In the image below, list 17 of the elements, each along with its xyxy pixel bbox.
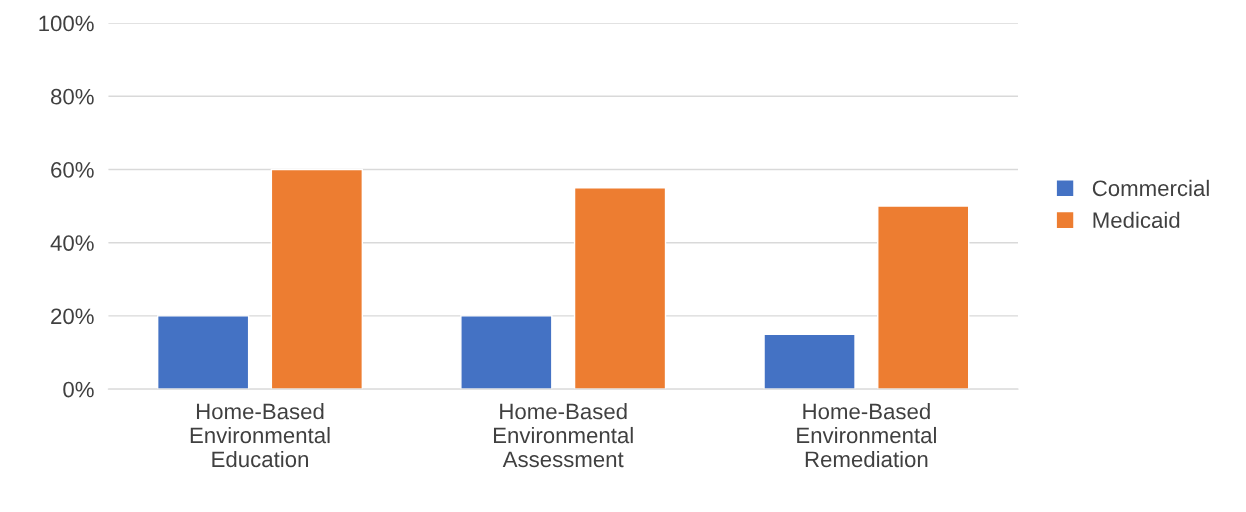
x-tick-label: Home-Based Environmental Assessment — [494, 403, 633, 468]
bar — [763, 333, 856, 390]
y-tick-label: 80% — [51, 88, 94, 105]
x-tick-label: Home-Based Environmental Remediation — [797, 403, 936, 468]
legend-label: Commercial — [1092, 179, 1209, 197]
bar — [573, 187, 667, 390]
bar — [270, 168, 364, 390]
bar — [156, 315, 250, 390]
bar — [460, 315, 553, 390]
legend-label: Medicaid — [1093, 211, 1180, 229]
x-tick-label: Home-Based Environmental Education — [190, 403, 330, 468]
y-tick-label: 20% — [51, 308, 94, 325]
y-tick-label: 40% — [50, 235, 94, 251]
y-tick-label: 60% — [51, 162, 94, 178]
bar — [877, 205, 970, 390]
y-tick-label: 100% — [39, 15, 94, 32]
y-tick-label: 0% — [63, 381, 94, 398]
